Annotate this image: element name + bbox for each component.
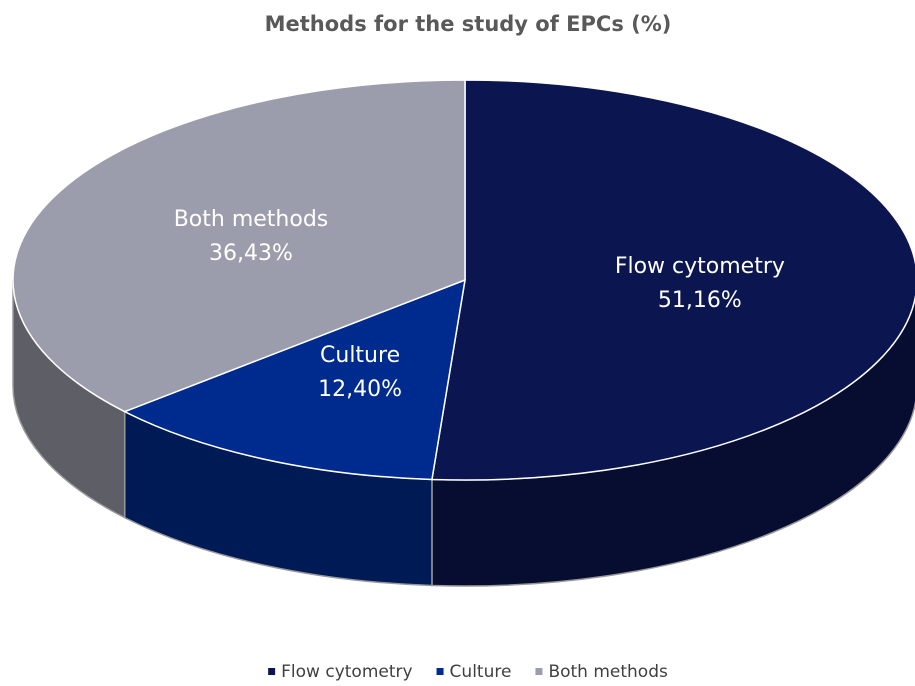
legend-swatch [436,668,444,675]
pie-tops [12,79,915,481]
slice [122,278,466,481]
slice-value: 36,43% [209,241,293,266]
slice-category: Flow cytometry [615,254,785,279]
legend-item: Culture [436,662,512,682]
chart-title: Methods for the study of EPCs (%) [265,12,672,36]
slice-value: 51,16% [658,288,742,313]
slice-value: 12,40% [318,377,402,402]
slice [431,79,915,481]
legend-swatch [535,668,543,675]
pie-sides [12,279,915,587]
legend: Flow cytometry Culture Both methods [268,662,668,682]
slice-category: Both methods [174,207,329,232]
legend-label: Both methods [548,662,668,682]
legend-swatch [268,668,276,675]
slice-category: Culture [320,343,400,368]
legend-label: Flow cytometry [281,662,412,682]
legend-item: Flow cytometry [268,662,413,682]
slice [12,79,466,413]
pie-labels: Flow cytometry 51,16% Culture 12,40% Both me… [174,207,785,402]
legend-label: Culture [450,662,512,682]
legend-item: Both methods [535,662,668,682]
